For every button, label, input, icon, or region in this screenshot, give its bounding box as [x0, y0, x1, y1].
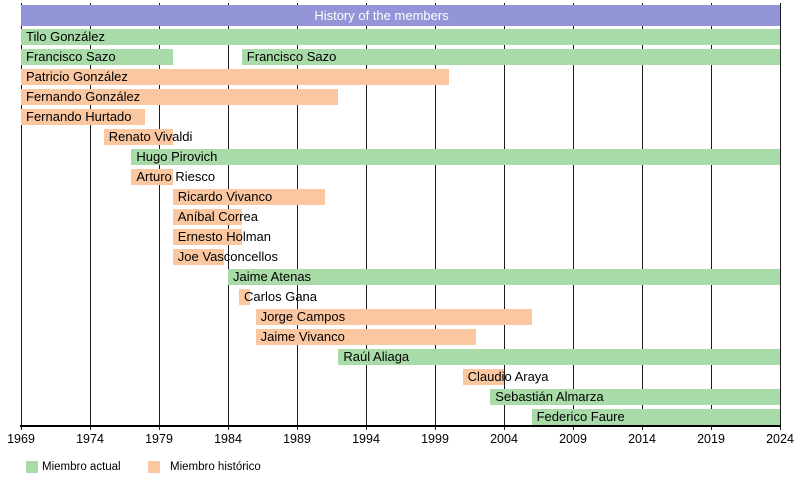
member-name: Jorge Campos — [260, 309, 346, 324]
x-axis-tick-label: 2014 — [628, 432, 656, 446]
member-name: Federico Faure — [536, 409, 625, 424]
member-bar: Ricardo Vivanco — [172, 189, 325, 205]
member-bar: Carlos Gana — [239, 289, 317, 305]
x-axis-tick-label: 1999 — [421, 432, 449, 446]
legend-label-historic-member: Miembro histórico — [170, 461, 261, 473]
member-bar: Claudio Araya — [462, 369, 549, 385]
year-gridline — [779, 3, 781, 430]
member-name: Claudio Araya — [467, 369, 549, 384]
member-bar: Jaime Vivanco — [255, 329, 477, 345]
member-bar: Aníbal Correa — [172, 209, 258, 225]
member-bar: Ernesto Holman — [172, 229, 271, 245]
member-bar: Patricio González — [21, 69, 449, 85]
x-axis-tick-label: 2009 — [559, 432, 587, 446]
x-axis-tick-label: 1984 — [214, 432, 242, 446]
member-bar: Sebastián Almarza — [490, 389, 780, 405]
year-gridline — [641, 3, 643, 430]
member-name: Jaime Atenas — [233, 269, 312, 284]
chart-title: History of the members — [21, 5, 780, 26]
year-gridline — [365, 3, 367, 430]
member-name: Tilo González — [26, 29, 105, 44]
year-gridline — [158, 3, 160, 430]
x-axis-line — [20, 425, 781, 427]
member-name: Ernesto Holman — [177, 229, 272, 244]
member-bar: Arturo Riesco — [131, 169, 215, 185]
year-gridline — [434, 3, 436, 430]
member-name: Aníbal Correa — [177, 209, 259, 224]
year-gridline — [503, 3, 505, 430]
member-name: Jaime Vivanco — [260, 329, 345, 344]
member-name: Sebastián Almarza — [495, 389, 604, 404]
member-name: Patricio González — [26, 69, 128, 84]
x-axis-tick-label: 2024 — [766, 432, 794, 446]
member-bar: Tilo González — [21, 29, 780, 45]
legend-swatch-current-member — [26, 461, 38, 473]
x-axis-tick-label: 1974 — [76, 432, 104, 446]
year-gridline — [572, 3, 574, 430]
member-bar: Joe Vasconcellos — [172, 249, 278, 265]
member-bar: Raúl Aliaga — [338, 349, 780, 365]
year-gridline — [710, 3, 712, 430]
member-name: Joe Vasconcellos — [177, 249, 279, 264]
legend-swatch-historic-member — [148, 461, 160, 473]
x-axis-tick-label: 1994 — [352, 432, 380, 446]
member-name: Raúl Aliaga — [343, 349, 410, 364]
member-bar: Renato Vivaldi — [103, 129, 192, 145]
member-name: Carlos Gana — [244, 289, 318, 304]
member-bar: Jaime Atenas — [228, 269, 780, 285]
year-gridline — [89, 3, 91, 430]
member-bar: Federico Faure — [531, 409, 780, 425]
member-bar: Francisco Sazo — [21, 49, 173, 65]
member-name: Hugo Pirovich — [136, 149, 218, 164]
legend-label-current-member: Miembro actual — [42, 461, 121, 473]
member-bar: Jorge Campos — [255, 309, 532, 325]
x-axis-tick-label: 1989 — [283, 432, 311, 446]
x-axis-tick-label: 1979 — [145, 432, 173, 446]
member-bar: Fernando González — [21, 89, 339, 105]
x-axis-tick-label: 2004 — [490, 432, 518, 446]
year-gridline — [296, 3, 298, 430]
x-axis-tick-label: 2019 — [697, 432, 725, 446]
member-bar: Fernando Hurtado — [21, 109, 146, 125]
x-axis-tick-label: 1969 — [7, 432, 35, 446]
member-name: Renato Vivaldi — [108, 129, 193, 144]
member-name: Arturo Riesco — [136, 169, 216, 184]
member-name: Ricardo Vivanco — [177, 189, 273, 204]
member-name: Fernando González — [26, 89, 141, 104]
year-gridline — [20, 3, 22, 430]
member-name: Fernando Hurtado — [26, 109, 132, 124]
member-bar: Hugo Pirovich — [131, 149, 780, 165]
member-name: Francisco Sazo — [26, 49, 116, 64]
member-name: Francisco Sazo — [246, 49, 337, 64]
member-bar: Francisco Sazo — [241, 49, 780, 65]
